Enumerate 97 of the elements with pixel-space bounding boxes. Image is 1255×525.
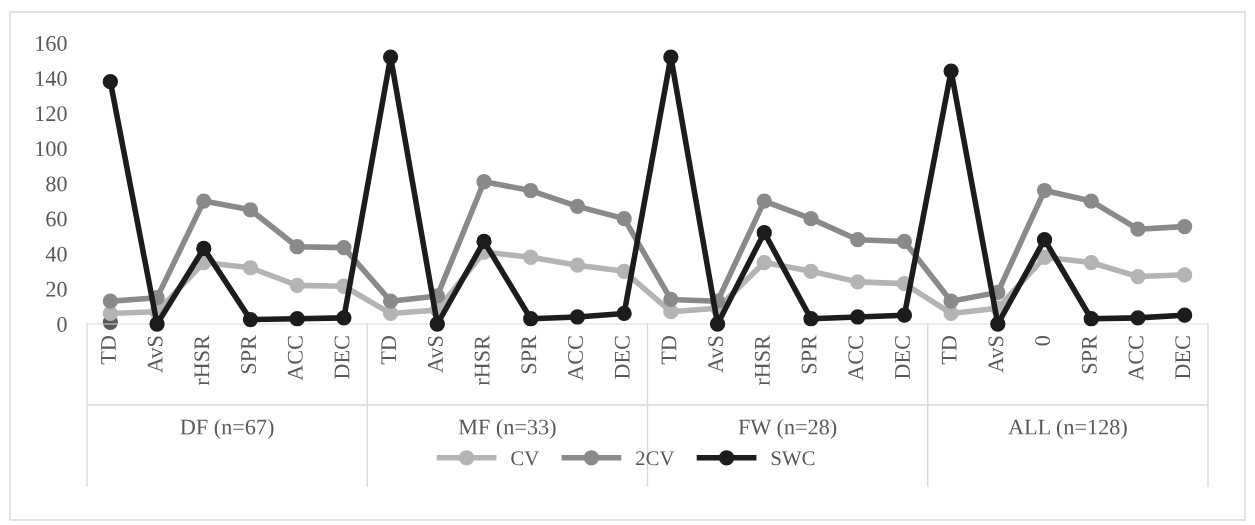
x-tick-label: rHSR bbox=[194, 335, 210, 386]
point bbox=[569, 198, 586, 214]
point bbox=[1130, 310, 1146, 326]
x-tick-label: AvS bbox=[427, 336, 443, 373]
legend-label: SWC bbox=[771, 451, 815, 466]
x-tick-label: SPR bbox=[241, 335, 257, 374]
text: ALL (n=128) bbox=[1008, 418, 1127, 440]
point bbox=[429, 316, 445, 332]
point bbox=[943, 293, 959, 309]
x-tick-label: AvS bbox=[988, 336, 1004, 373]
point bbox=[803, 311, 819, 327]
point bbox=[803, 210, 819, 227]
x-tick-label: SPR bbox=[1081, 335, 1097, 374]
x-tick-label: TD bbox=[381, 336, 396, 365]
x-tick-label: ACC bbox=[287, 336, 303, 381]
point bbox=[896, 233, 913, 250]
text: MF (n=33) bbox=[458, 418, 556, 440]
point bbox=[896, 307, 913, 323]
point bbox=[850, 309, 866, 325]
point bbox=[336, 239, 352, 256]
point bbox=[756, 225, 772, 241]
point bbox=[523, 182, 539, 199]
x-tick-label: ACC bbox=[1128, 336, 1144, 381]
x-tick-label: ACC bbox=[568, 336, 583, 381]
point bbox=[1130, 221, 1146, 237]
point bbox=[663, 49, 679, 65]
y-tick-label: 140 bbox=[36, 71, 67, 87]
point bbox=[990, 316, 1006, 332]
x-tick-label: AvS bbox=[708, 336, 724, 373]
point bbox=[523, 311, 539, 327]
x-tick-label: TD bbox=[101, 336, 116, 365]
point bbox=[476, 233, 492, 250]
point bbox=[709, 316, 726, 332]
point bbox=[102, 305, 118, 322]
point bbox=[476, 174, 492, 190]
y-tick-label: 0 bbox=[57, 316, 67, 332]
x-tick-label: rHSR bbox=[474, 335, 490, 386]
y-tick-label: 160 bbox=[36, 35, 67, 51]
point bbox=[289, 311, 305, 327]
x-tick-label: SPR bbox=[801, 335, 817, 374]
y-tick-label: 60 bbox=[46, 211, 67, 227]
y-tick-label: 80 bbox=[46, 176, 67, 192]
point bbox=[149, 316, 165, 332]
point bbox=[242, 260, 259, 276]
point bbox=[382, 293, 399, 309]
y-tick-label: 20 bbox=[46, 281, 67, 297]
point bbox=[289, 239, 305, 255]
point bbox=[102, 73, 118, 90]
point bbox=[523, 249, 539, 265]
point bbox=[943, 305, 959, 322]
point bbox=[850, 232, 866, 248]
x-tick-label: SPR bbox=[521, 335, 537, 374]
point bbox=[102, 293, 118, 309]
point bbox=[382, 305, 399, 322]
x-tick-label: DEC bbox=[614, 336, 630, 379]
legend-label: 2CV bbox=[636, 451, 675, 466]
point bbox=[803, 263, 819, 279]
x-tick-label: 0 bbox=[1035, 335, 1051, 346]
point bbox=[1036, 182, 1053, 199]
point bbox=[196, 240, 212, 257]
point bbox=[756, 193, 772, 209]
point bbox=[943, 63, 959, 79]
point bbox=[663, 291, 679, 308]
text: DF (n=67) bbox=[180, 418, 274, 440]
x-tick-label: AvS bbox=[147, 336, 163, 373]
point bbox=[1177, 218, 1193, 235]
point bbox=[382, 49, 399, 65]
point bbox=[1130, 268, 1146, 285]
x-tick-label: DEC bbox=[895, 336, 910, 379]
point bbox=[1177, 267, 1193, 283]
x-tick-label: TD bbox=[941, 336, 957, 365]
legend-label: CV bbox=[511, 451, 540, 466]
point bbox=[1177, 307, 1193, 323]
point bbox=[850, 274, 866, 290]
point bbox=[242, 202, 259, 218]
y-tick-label: 100 bbox=[36, 141, 67, 157]
x-tick-label: DEC bbox=[334, 336, 350, 379]
point bbox=[569, 257, 586, 273]
point bbox=[1036, 232, 1053, 248]
point bbox=[616, 305, 632, 322]
point bbox=[289, 277, 305, 294]
point bbox=[616, 210, 632, 227]
y-tick-label: 120 bbox=[36, 106, 67, 122]
point bbox=[1083, 311, 1099, 327]
x-tick-label: DEC bbox=[1175, 336, 1191, 379]
point bbox=[1083, 254, 1099, 271]
point bbox=[1083, 193, 1099, 209]
point bbox=[242, 311, 259, 328]
x-tick-label: rHSR bbox=[754, 335, 770, 386]
point bbox=[569, 309, 586, 325]
x-tick-label: ACC bbox=[848, 336, 864, 381]
point bbox=[336, 310, 352, 326]
x-tick-label: TD bbox=[661, 336, 677, 365]
y-tick-label: 40 bbox=[45, 246, 67, 262]
text: FW (n=28) bbox=[738, 418, 837, 440]
point bbox=[756, 254, 772, 271]
point bbox=[196, 193, 212, 209]
